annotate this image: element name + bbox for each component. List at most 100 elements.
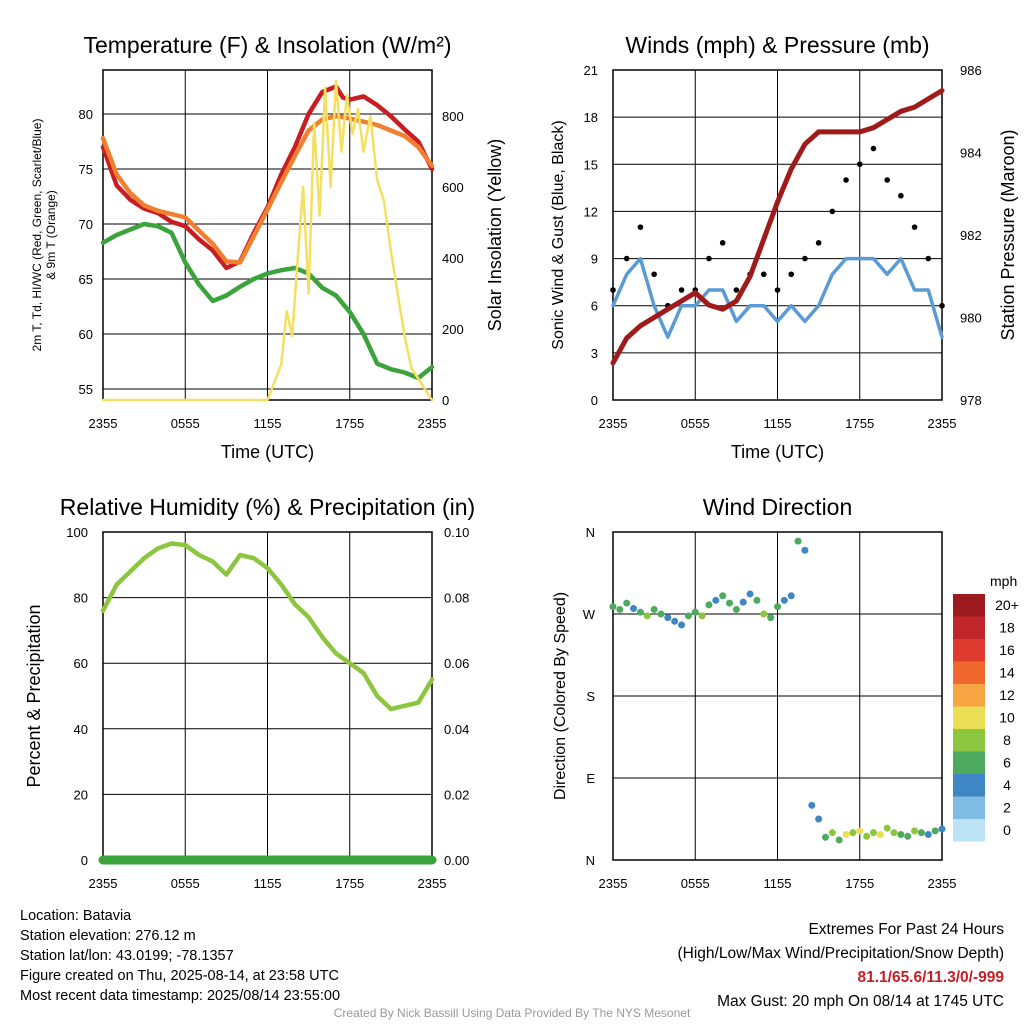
- colorbar-label: 20+: [995, 597, 1019, 613]
- colorbar-label: 0: [1003, 822, 1011, 838]
- colorbar-swatch: [953, 684, 985, 707]
- direction-point: [938, 825, 946, 833]
- chart-title: Relative Humidity (%) & Precipitation (i…: [60, 494, 475, 520]
- y-tick-label: N: [586, 853, 595, 868]
- direction-point: [863, 832, 871, 840]
- y-axis-title-line2: & 9m T (Orange): [44, 190, 58, 280]
- direction-point: [780, 596, 788, 604]
- x-tick-label: 1755: [845, 416, 874, 431]
- colorbar-title: mph: [990, 573, 1017, 589]
- direction-point: [904, 832, 912, 840]
- humidity-panel: 2355 0555 1155 1755 2355 Relative Humidity (%…: [24, 494, 475, 891]
- direction-point: [726, 599, 734, 607]
- direction-point: [760, 610, 768, 618]
- gust-point: [829, 208, 836, 215]
- humidity-line: [100, 541, 435, 712]
- gust-point: [651, 271, 657, 278]
- gust-point: [802, 255, 808, 262]
- x-axis-title: Time (UTC): [221, 442, 314, 462]
- colorbar-swatch: [953, 661, 985, 684]
- x-tick-label: 0555: [171, 876, 200, 891]
- direction-point: [753, 596, 761, 604]
- y2-axis-title: Station Pressure (Maroon): [998, 129, 1018, 340]
- direction-point: [712, 596, 720, 604]
- direction-point: [664, 614, 672, 622]
- y2-axis-title: Solar Insolation (Yellow): [485, 139, 505, 331]
- latlon-text: Station lat/lon: 43.0199; -78.1357: [20, 948, 234, 964]
- colorbar-swatch: [953, 751, 985, 774]
- colorbar-swatch: [953, 774, 985, 797]
- y2-tick-label: 982: [960, 228, 982, 243]
- direction-point: [767, 614, 775, 622]
- direction-point: [787, 592, 795, 600]
- x-tick-label: 2355: [89, 416, 118, 431]
- direction-point: [705, 601, 713, 609]
- y-tick-label: 6: [591, 299, 598, 314]
- direction-point: [609, 603, 617, 611]
- x-tick-label: 2355: [89, 876, 118, 891]
- y-tick-label: 60: [79, 327, 93, 342]
- direction-point: [849, 829, 857, 837]
- series-line: [100, 113, 435, 265]
- y-axis-title: 2m T, Td, HI/WC (Red, Green, Scarlet/Blu…: [30, 119, 44, 352]
- y-tick-label: 9: [591, 252, 598, 267]
- x-tick-label: 2355: [599, 876, 628, 891]
- direction-point: [869, 829, 877, 837]
- max-gust-text: Max Gust: 20 mph On 08/14 at 1745 UTC: [717, 993, 1004, 1010]
- y-tick-label: 60: [74, 656, 88, 671]
- direction-point: [835, 836, 843, 844]
- direction-point: [828, 829, 836, 837]
- y-tick-label: 0: [591, 393, 598, 408]
- gust-point: [623, 255, 630, 262]
- pressure-line: [610, 88, 945, 366]
- x-tick-label: 1755: [335, 416, 364, 431]
- direction-point: [883, 824, 891, 832]
- x-tick-label: 1155: [254, 876, 282, 891]
- location-text: Location: Batavia: [20, 908, 132, 924]
- direction-point: [876, 830, 884, 838]
- chart-title: Winds (mph) & Pressure (mb): [625, 32, 929, 58]
- gust-point: [911, 224, 918, 230]
- direction-point: [801, 546, 809, 554]
- x-tick-label: 1155: [254, 416, 282, 431]
- direction-point: [691, 608, 699, 616]
- y-tick-label: 70: [79, 217, 93, 232]
- y-tick-label: 3: [591, 346, 598, 361]
- station-info: Location: Batavia Station elevation: 276…: [20, 906, 340, 1006]
- y-tick-label: 80: [79, 107, 93, 122]
- direction-point: [774, 603, 781, 611]
- y-tick-label: 18: [584, 110, 598, 125]
- gust-point: [637, 224, 644, 230]
- direction-point: [815, 815, 823, 823]
- colorbar-label: 18: [999, 620, 1015, 636]
- y-tick-label: 40: [74, 722, 88, 737]
- direction-point: [842, 830, 850, 838]
- colorbar-label: 16: [999, 642, 1015, 658]
- y-axis-title: Direction (Colored By Speed): [552, 592, 569, 800]
- x-tick-label: 2355: [418, 416, 447, 431]
- y2-tick-label: 978: [960, 393, 982, 408]
- credit-footer: Created By Nick Bassill Using Data Provi…: [333, 1006, 691, 1020]
- y2-tick-label: 0.02: [444, 787, 469, 802]
- x-tick-label: 2355: [599, 416, 628, 431]
- x-tick-label: 2355: [928, 416, 957, 431]
- recent-data-text: Most recent data timestamp: 2025/08/14 2…: [20, 988, 341, 1004]
- extremes-block: Extremes For Past 24 Hours (High/Low/Max…: [678, 918, 1005, 1014]
- colorbar-swatch: [953, 819, 985, 842]
- series-line: [100, 221, 435, 381]
- y-tick-label: 75: [79, 162, 93, 177]
- created-text: Figure created on Thu, 2025-08-14, at 23…: [20, 968, 339, 984]
- gust-point: [678, 287, 685, 293]
- y2-tick-label: 600: [442, 180, 464, 195]
- y2-tick-label: 0.06: [444, 656, 469, 671]
- y-tick-label: W: [583, 607, 596, 622]
- y2-tick-label: 980: [960, 311, 982, 326]
- colorbar-label: 4: [1003, 777, 1011, 793]
- colorbar-swatch: [953, 594, 985, 617]
- colorbar-label: 8: [1003, 732, 1011, 748]
- y-tick-label: 21: [584, 63, 598, 78]
- y-axis-title: Sonic Wind & Gust (Blue, Black): [550, 120, 567, 349]
- wind-line: [611, 256, 944, 339]
- y-tick-label: 65: [79, 272, 93, 287]
- direction-point: [794, 537, 802, 545]
